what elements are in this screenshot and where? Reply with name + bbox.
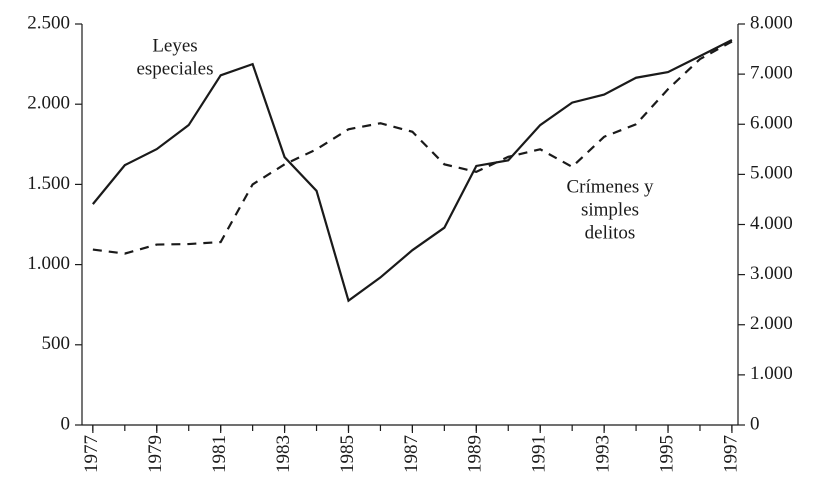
x-tick-label: 1979 <box>145 435 166 473</box>
annotation: simples <box>581 199 639 220</box>
y-tick-label: 1.500 <box>27 173 70 194</box>
x-tick-label: 1993 <box>592 435 613 473</box>
y2-tick-label: 6.000 <box>750 113 793 134</box>
y-tick-label: 1.000 <box>27 253 70 274</box>
line-series <box>92 39 733 303</box>
x-tick-label: 1997 <box>720 435 741 473</box>
y2-tick-label: 1.000 <box>750 363 793 384</box>
y-tick-label: 500 <box>42 333 71 354</box>
y-tick-label: 2.000 <box>27 93 70 114</box>
y2-tick-label: 8.000 <box>750 12 793 33</box>
y-tick-label: 0 <box>61 413 71 434</box>
y-tick-label: 2.500 <box>27 12 70 33</box>
line-series <box>92 40 733 255</box>
annotation: Crímenes y <box>566 176 654 197</box>
x-tick-label: 1989 <box>465 435 486 473</box>
x-tick-label: 1977 <box>81 435 102 473</box>
annotation: delitos <box>585 222 636 243</box>
annotation: Leyes <box>152 35 197 56</box>
y2-tick-label: 4.000 <box>750 213 793 234</box>
x-tick-label: 1983 <box>273 435 294 473</box>
x-tick-label: 1995 <box>656 435 677 473</box>
y2-tick-label: 2.000 <box>750 313 793 334</box>
y2-tick-label: 5.000 <box>750 163 793 184</box>
x-tick-label: 1981 <box>209 435 230 473</box>
x-tick-label: 1991 <box>529 435 550 473</box>
x-tick-label: 1985 <box>337 435 358 473</box>
y2-tick-label: 3.000 <box>750 263 793 284</box>
y2-tick-label: 7.000 <box>750 62 793 83</box>
x-tick-label: 1987 <box>401 435 422 473</box>
annotation: especiales <box>136 58 213 79</box>
y2-tick-label: 0 <box>750 413 760 434</box>
